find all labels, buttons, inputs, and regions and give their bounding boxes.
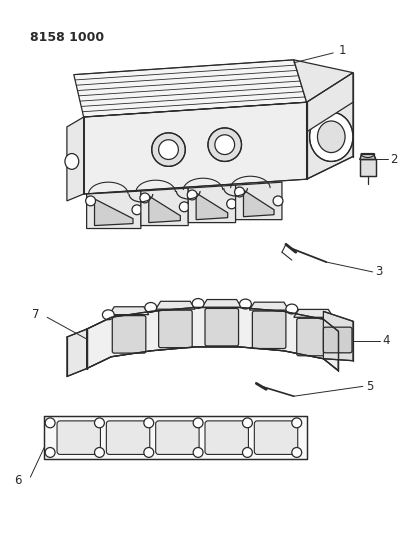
Ellipse shape [292,448,302,457]
Polygon shape [149,196,180,223]
FancyBboxPatch shape [112,316,146,353]
FancyBboxPatch shape [254,421,298,455]
Text: 6: 6 [15,474,22,487]
Polygon shape [95,199,133,225]
Ellipse shape [242,448,252,457]
Ellipse shape [309,112,353,161]
Ellipse shape [145,303,157,312]
Ellipse shape [187,190,197,200]
Polygon shape [360,159,376,176]
Polygon shape [74,60,307,117]
Text: 1: 1 [338,44,346,58]
Ellipse shape [140,193,150,203]
Ellipse shape [144,418,154,428]
Ellipse shape [179,202,189,212]
Ellipse shape [235,187,245,197]
Ellipse shape [334,335,346,347]
Polygon shape [323,311,353,361]
FancyBboxPatch shape [297,318,330,356]
Ellipse shape [240,299,252,309]
Polygon shape [109,307,149,314]
Polygon shape [307,72,353,132]
Polygon shape [67,117,84,201]
Ellipse shape [102,310,114,320]
Ellipse shape [95,418,104,428]
Ellipse shape [227,199,237,209]
Polygon shape [202,300,242,308]
Ellipse shape [95,448,104,457]
FancyBboxPatch shape [323,327,352,353]
Text: 4: 4 [383,335,390,348]
Ellipse shape [193,448,203,457]
Ellipse shape [152,133,185,166]
Text: 2: 2 [390,153,398,166]
Polygon shape [243,190,274,217]
Polygon shape [84,102,307,194]
Text: 3: 3 [376,265,383,278]
Ellipse shape [159,140,178,159]
FancyBboxPatch shape [57,421,100,455]
Polygon shape [360,154,376,159]
Ellipse shape [132,205,142,215]
Ellipse shape [242,418,252,428]
Polygon shape [87,191,141,229]
Polygon shape [236,182,282,220]
Polygon shape [249,302,289,310]
FancyBboxPatch shape [252,311,286,349]
Polygon shape [67,329,87,376]
Ellipse shape [273,196,283,206]
Ellipse shape [192,298,204,309]
Polygon shape [141,188,188,225]
Polygon shape [294,60,353,179]
Text: 5: 5 [366,380,373,393]
FancyBboxPatch shape [106,421,150,455]
Ellipse shape [144,448,154,457]
Ellipse shape [329,330,351,352]
Text: 8158 1000: 8158 1000 [30,31,104,44]
Ellipse shape [65,154,79,169]
FancyBboxPatch shape [159,310,192,348]
Ellipse shape [215,135,235,155]
Ellipse shape [85,196,95,206]
Ellipse shape [286,304,298,314]
Polygon shape [294,310,333,317]
Ellipse shape [45,448,55,457]
Polygon shape [87,308,338,370]
FancyBboxPatch shape [205,309,238,346]
Polygon shape [156,301,195,309]
Polygon shape [196,193,228,220]
Ellipse shape [208,128,242,161]
Ellipse shape [45,418,55,428]
Ellipse shape [317,121,345,152]
Polygon shape [188,185,236,223]
Ellipse shape [292,418,302,428]
FancyBboxPatch shape [205,421,248,455]
FancyBboxPatch shape [156,421,199,455]
Text: 7: 7 [32,308,40,321]
Polygon shape [44,416,307,459]
Ellipse shape [193,418,203,428]
